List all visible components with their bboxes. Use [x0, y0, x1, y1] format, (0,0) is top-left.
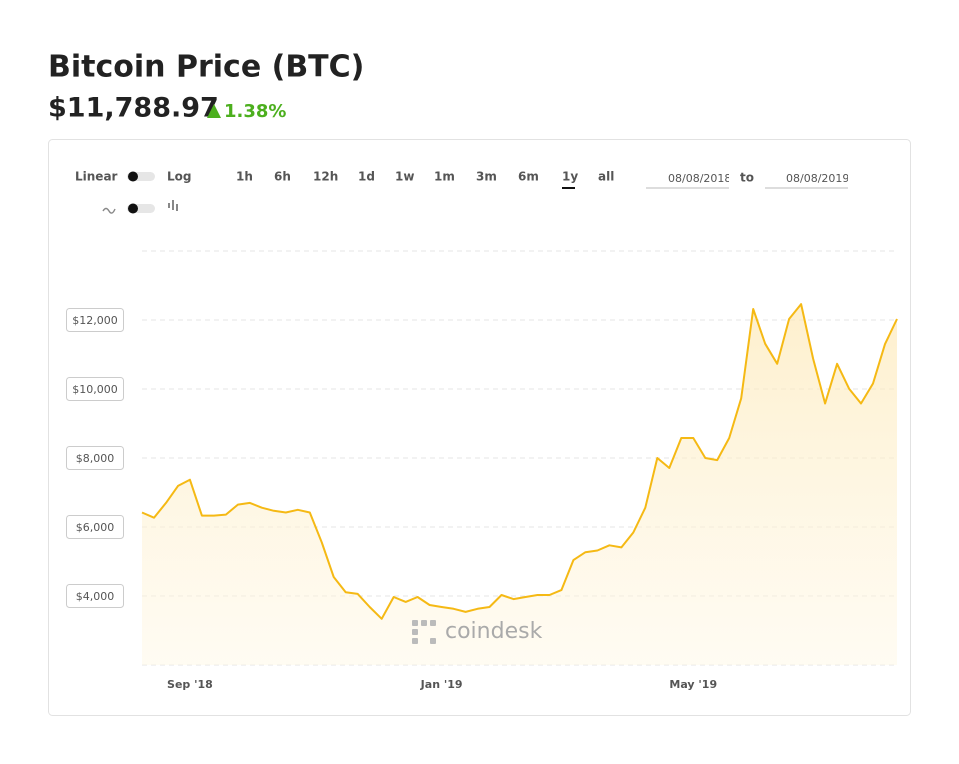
range-option[interactable]: 1d: [358, 170, 375, 184]
toggle-knob: [128, 203, 138, 214]
range-option[interactable]: 6m: [518, 170, 539, 184]
scale-option[interactable]: Linear: [75, 170, 118, 184]
y-tick-box: [66, 377, 124, 401]
up-arrow: [207, 104, 221, 118]
watermark-text: coindesk: [445, 619, 543, 644]
y-tick-label: $4,000: [76, 590, 115, 603]
toggle-knob: [128, 171, 138, 182]
y-tick-box: [66, 584, 124, 608]
range-option[interactable]: 1y: [562, 170, 578, 184]
plot: $4,000 $6,000 $8,000 $10,000 $12,000 Sep '18 J…: [66, 250, 898, 691]
date-to-label: to: [740, 171, 754, 185]
watermark: coindesk: [412, 619, 543, 644]
scale-option[interactable]: Log: [167, 170, 191, 184]
y-tick-box: [66, 308, 124, 332]
price-line: [141, 303, 898, 620]
y-tick-box: [66, 446, 124, 470]
y-tick-label: $12,000: [72, 314, 118, 327]
date-to-clip: 08/08/2019: [786, 172, 849, 185]
candle-icon[interactable]: [168, 200, 178, 211]
x-tick-label: Jan '19: [420, 678, 463, 691]
line-icon[interactable]: [102, 207, 116, 214]
date-to[interactable]: 08/08/2019: [786, 172, 849, 185]
range-option[interactable]: 6h: [274, 170, 291, 184]
range-option[interactable]: 1m: [434, 170, 455, 184]
date-from[interactable]: 08/08/2018: [668, 172, 731, 185]
title: Bitcoin Price (BTC): [48, 50, 364, 85]
range-option[interactable]: 12h: [313, 170, 338, 184]
area: [142, 304, 897, 665]
y-tick-label: $8,000: [76, 452, 115, 465]
price: $11,788.97: [48, 93, 219, 124]
x-tick-label: Sep '18: [167, 678, 213, 691]
x-tick-label: May '19: [669, 678, 717, 691]
change: 1.38%: [224, 101, 286, 122]
y-tick-label: $6,000: [76, 521, 115, 534]
date-from-clip: 08/08/2018: [668, 172, 731, 185]
y-tick-box: [66, 515, 124, 539]
y-tick-label: $10,000: [72, 383, 118, 396]
range-option[interactable]: 1h: [236, 170, 253, 184]
range-option[interactable]: 1w: [395, 170, 414, 184]
range-option[interactable]: all: [598, 170, 614, 184]
range-option[interactable]: 3m: [476, 170, 497, 184]
